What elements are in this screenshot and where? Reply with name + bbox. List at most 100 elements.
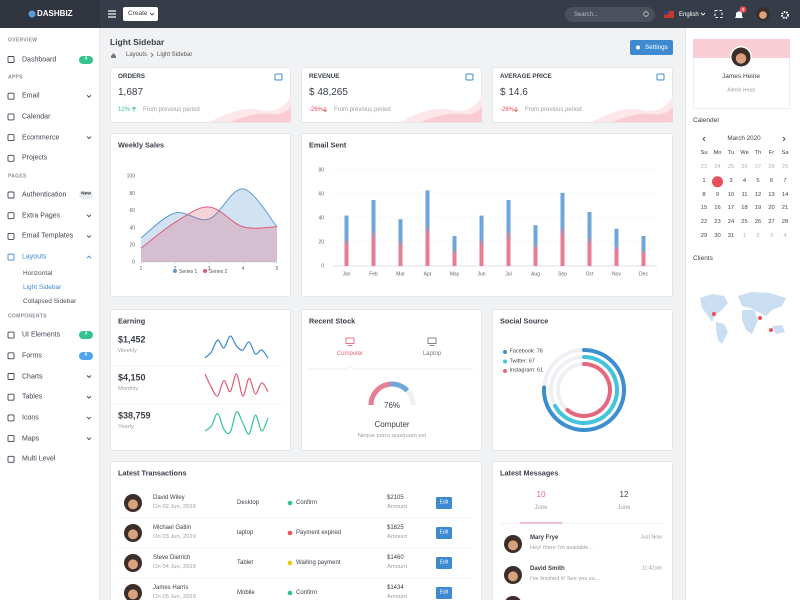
edit-button[interactable] xyxy=(436,587,452,599)
calendar-day[interactable]: 26 xyxy=(741,164,748,171)
tab-month[interactable]: June xyxy=(617,505,631,511)
menu-item[interactable]: Ecommerce xyxy=(22,134,60,142)
calendar-day[interactable]: 18 xyxy=(741,205,748,212)
device: Mobile xyxy=(237,590,255,596)
calendar-day[interactable]: 1 xyxy=(742,233,747,240)
edit-label[interactable]: Edit xyxy=(439,499,449,506)
calendar-day[interactable]: 24 xyxy=(727,219,735,226)
calendar-day[interactable]: 27 xyxy=(754,164,762,171)
calendar-day[interactable]: 23 xyxy=(700,164,708,171)
calendar-day[interactable]: 10 xyxy=(727,191,735,198)
card-title: Earning xyxy=(118,316,146,326)
calendar-day[interactable]: 23 xyxy=(714,219,721,226)
calendar-day[interactable]: 6 xyxy=(769,177,774,184)
edit-label[interactable]: Edit xyxy=(439,529,449,536)
search-box[interactable] xyxy=(565,7,655,22)
breadcrumb-item: Light Sidebar xyxy=(157,52,193,58)
calendar-day[interactable]: 28 xyxy=(781,219,789,226)
calendar-day[interactable]: 13 xyxy=(768,191,775,198)
calendar-day[interactable]: 11 xyxy=(741,191,748,198)
calendar-day[interactable]: 29 xyxy=(700,233,708,240)
calendar-day[interactable]: 24 xyxy=(714,164,721,171)
edit-label[interactable]: Edit xyxy=(439,589,449,596)
create-button[interactable] xyxy=(123,7,158,21)
menu-item[interactable]: Tables xyxy=(22,393,43,401)
submenu-item[interactable]: Horizontal xyxy=(23,269,53,277)
menu-item[interactable]: UI Elements xyxy=(22,331,61,339)
calendar-day[interactable]: 17 xyxy=(727,205,735,212)
calendar-day[interactable]: 21 xyxy=(781,205,789,212)
create-label[interactable]: Create xyxy=(128,9,148,17)
calendar-day[interactable]: 3 xyxy=(769,233,774,240)
calendar-day[interactable]: 7 xyxy=(783,177,787,184)
sender: David Smith xyxy=(530,566,565,572)
menu-badge-text: 3 xyxy=(84,56,88,62)
menu-item[interactable]: Email xyxy=(22,92,40,100)
profile-band xyxy=(693,39,790,58)
menu-item[interactable]: Charts xyxy=(22,373,43,380)
edit-label[interactable]: Edit xyxy=(439,559,449,566)
amount: $1434 xyxy=(387,585,404,591)
calendar-day[interactable]: 5 xyxy=(756,177,760,184)
calendar-day[interactable]: 31 xyxy=(727,233,735,240)
menu-item[interactable]: Icons xyxy=(22,414,39,422)
calendar-day[interactable]: 28 xyxy=(768,164,775,171)
menu-item[interactable]: Dashboard xyxy=(22,56,57,63)
menu-item[interactable]: Forms xyxy=(22,352,42,360)
menu-item[interactable]: Projects xyxy=(22,154,48,162)
calendar-day[interactable]: 22 xyxy=(700,219,708,226)
home-icon xyxy=(111,53,116,58)
calendar-day[interactable]: 3 xyxy=(729,177,733,184)
calendar-day[interactable]: 30 xyxy=(714,233,721,240)
settings-label[interactable]: Settings xyxy=(645,43,668,51)
calendar-day[interactable]: 25 xyxy=(741,219,748,226)
menu-item[interactable]: Layouts xyxy=(22,253,47,261)
calendar-day[interactable]: 4 xyxy=(742,177,747,184)
menu-item[interactable]: Email Templates xyxy=(22,232,74,240)
menu-item[interactable]: Calendar xyxy=(22,113,51,121)
card-title: Latest Messages xyxy=(500,468,559,478)
edit-button[interactable] xyxy=(436,527,452,539)
device: Tablet xyxy=(237,560,254,566)
calendar-day[interactable]: 15 xyxy=(700,205,708,212)
menu-item[interactable]: Authentication xyxy=(22,191,67,199)
calendar-day[interactable]: 2 xyxy=(756,233,760,240)
recent-stock-card xyxy=(301,309,482,451)
calendar-day[interactable]: 12 xyxy=(754,191,762,198)
settings-button[interactable] xyxy=(630,40,673,55)
menu-item[interactable]: Multi Level xyxy=(22,455,56,463)
calendar-day[interactable]: 14 xyxy=(781,191,789,198)
tab-label[interactable]: Computer xyxy=(336,351,364,357)
tab-label[interactable]: Laptop xyxy=(422,351,442,357)
status: Payment expired xyxy=(296,530,342,536)
calendar-day[interactable]: 8 xyxy=(702,191,706,198)
social-source-card xyxy=(492,309,673,451)
stat-note: From previous period xyxy=(525,106,582,113)
submenu-item[interactable]: Collapsed Sidebar xyxy=(23,297,77,305)
tab-count[interactable]: 12 xyxy=(619,490,629,499)
edit-button[interactable] xyxy=(436,557,452,569)
calendar-day[interactable]: 29 xyxy=(781,164,789,171)
calendar-day[interactable]: 19 xyxy=(754,205,762,212)
tab-count[interactable]: 10 xyxy=(536,490,546,499)
calendar-day[interactable]: 27 xyxy=(768,219,775,226)
menu-badge xyxy=(79,331,93,340)
language[interactable]: English xyxy=(679,11,699,18)
calendar-day[interactable]: 9 xyxy=(715,191,720,198)
calendar-day[interactable]: 1 xyxy=(702,177,706,184)
calendar-day[interactable]: 25 xyxy=(727,164,735,171)
tab-month[interactable]: June xyxy=(534,505,548,511)
message-preview: I've finished it! See you so... xyxy=(530,576,600,583)
edit-button[interactable] xyxy=(436,497,452,509)
submenu-item[interactable]: Light Sidebar xyxy=(23,283,62,291)
calendar-day[interactable]: 16 xyxy=(714,205,721,212)
menu-item[interactable]: Extra Pages xyxy=(22,212,61,220)
calendar-day[interactable]: 26 xyxy=(754,219,762,226)
amount-label: Amount xyxy=(387,504,407,511)
calendar-day[interactable]: 2 xyxy=(715,177,720,184)
menu-item[interactable]: Maps xyxy=(22,435,40,443)
breadcrumb-item[interactable]: Layouts xyxy=(126,52,148,58)
calendar-day[interactable]: 20 xyxy=(768,205,775,212)
calendar-day[interactable]: 4 xyxy=(783,233,787,240)
